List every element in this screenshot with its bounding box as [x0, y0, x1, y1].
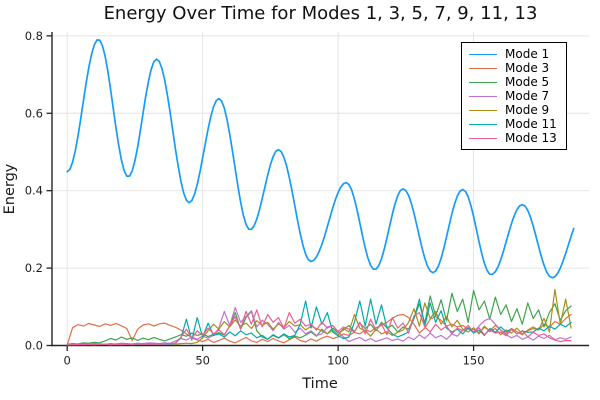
- legend-line-swatch: [469, 137, 497, 139]
- y-tick-label: 0.0: [25, 339, 43, 353]
- x-tick-label: 150: [463, 354, 485, 368]
- y-tick-label: 0.2: [25, 261, 43, 275]
- x-tick-label: 100: [327, 354, 349, 368]
- legend-label: Mode 3: [505, 60, 550, 75]
- chart-title: Energy Over Time for Modes 1, 3, 5, 7, 9…: [103, 3, 538, 24]
- x-axis-label: Time: [302, 376, 338, 392]
- legend-label: Mode 11: [505, 116, 557, 131]
- legend-line-swatch: [469, 67, 497, 69]
- series-line-mode-13: [66, 309, 572, 346]
- series-line-mode-1: [66, 39, 575, 279]
- y-tick-label: 0.4: [25, 184, 43, 198]
- x-tick-label: 50: [195, 354, 210, 368]
- legend-entry: Mode 5: [469, 75, 557, 89]
- legend-label: Mode 13: [505, 130, 557, 145]
- legend-entry: Mode 9: [469, 103, 557, 117]
- legend-entry: Mode 13: [469, 131, 557, 145]
- y-tick-label: 0.6: [25, 106, 43, 120]
- legend-line-swatch: [469, 95, 497, 97]
- y-axis-label: Energy: [2, 163, 18, 215]
- legend-label: Mode 1: [505, 46, 550, 61]
- y-tick-label: 0.8: [25, 29, 43, 43]
- legend-entry: Mode 7: [469, 89, 557, 103]
- legend-entry: Mode 1: [469, 47, 557, 61]
- legend-line-swatch: [469, 81, 497, 83]
- series-line-mode-5: [66, 289, 572, 345]
- legend-label: Mode 5: [505, 74, 550, 89]
- legend-line-swatch: [469, 109, 497, 111]
- legend-line-swatch: [469, 123, 497, 125]
- series-line-mode-7: [66, 307, 572, 346]
- legend-entry: Mode 3: [469, 61, 557, 75]
- legend-label: Mode 9: [505, 102, 550, 117]
- legend-entry: Mode 11: [469, 117, 557, 131]
- x-tick-label: 0: [64, 354, 71, 368]
- legend-line-swatch: [469, 53, 497, 55]
- legend: Mode 1 Mode 3 Mode 5 Mode 7 Mode 9 Mode 11 Mod…: [461, 42, 567, 150]
- legend-label: Mode 7: [505, 88, 550, 103]
